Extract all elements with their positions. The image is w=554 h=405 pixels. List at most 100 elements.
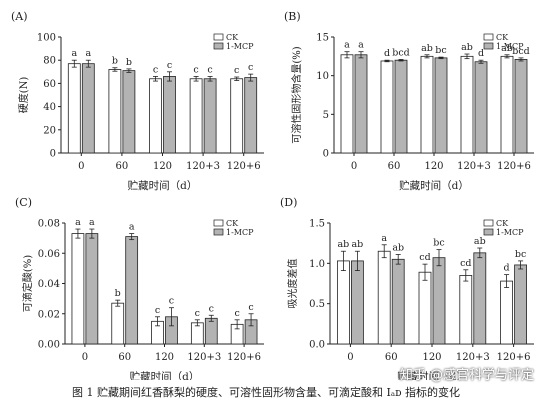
bar-ck (380, 60, 394, 154)
panel-label: (A) (11, 10, 28, 23)
significance-letter: a (344, 40, 350, 51)
bar-1mcp (163, 76, 176, 154)
legend-label: CK (226, 219, 239, 228)
x-tick-label: 0 (78, 161, 84, 172)
bar-ck (460, 55, 474, 154)
significance-letter: bc (515, 249, 526, 260)
y-tick-label: 40 (43, 102, 56, 113)
y-tick-label: 0.08 (38, 219, 60, 230)
bar-ck (108, 69, 122, 154)
panel-label: (C) (15, 196, 32, 209)
significance-letter: a (89, 217, 95, 228)
y-tick-label: 0 (323, 149, 329, 160)
bar-ck (500, 280, 514, 345)
legend-swatch (213, 219, 224, 227)
legend-label: CK (496, 33, 509, 42)
x-axis-title: 贮藏时间（d） (128, 179, 198, 192)
legend-swatch (213, 228, 224, 236)
significance-letter: c (193, 64, 198, 75)
significance-letter: c (169, 296, 174, 307)
significance-letter: a (381, 233, 387, 244)
y-tick-label: 15 (316, 33, 329, 44)
significance-letter: c (195, 308, 200, 319)
legend-swatch (213, 33, 224, 41)
significance-letter: c (234, 65, 239, 76)
y-tick-label: 1.5 (309, 219, 325, 230)
bar-1mcp (394, 59, 408, 154)
y-axis-title: 吸光度差值 (286, 259, 299, 309)
legend-swatch (483, 228, 494, 236)
legend-swatch (483, 42, 494, 50)
significance-letter: bc (435, 45, 446, 56)
legend-label: 1-MCP (226, 42, 254, 51)
y-tick-label: 0.00 (38, 340, 60, 351)
significance-letter: c (153, 64, 158, 75)
significance-letter: b (115, 288, 121, 299)
significance-letter: c (167, 60, 172, 71)
bar-1mcp (125, 236, 139, 345)
bar-ck (377, 250, 391, 345)
bar-ck (340, 54, 354, 154)
significance-letter: d (384, 48, 390, 59)
x-tick-label: 120+3 (186, 161, 220, 172)
y-tick-label: 0.0 (309, 340, 325, 351)
significance-letter: a (358, 40, 364, 51)
significance-letter: c (209, 303, 214, 314)
y-axis-title: 硬度(N) (17, 77, 30, 114)
x-axis-title: 贮藏时间（d） (130, 370, 200, 380)
x-tick-label: 120 (153, 161, 172, 172)
y-tick-label: 0.5 (309, 299, 325, 310)
watermark: 知乎 @感官科学与评定 (399, 368, 534, 383)
y-tick-label: 0.02 (38, 309, 60, 320)
significance-letter: cd (419, 252, 430, 263)
x-tick-label: 120 (155, 352, 174, 363)
y-tick-label: 80 (43, 56, 56, 67)
significance-letter: cd (460, 258, 471, 269)
significance-letter: bc (433, 238, 444, 249)
legend-label: CK (496, 219, 509, 228)
x-tick-label: 60 (118, 352, 131, 363)
y-tick-label: 20 (43, 125, 56, 136)
significance-letter: a (71, 48, 77, 59)
legend-swatch (483, 33, 494, 41)
bar-ck (230, 78, 244, 154)
significance-letter: c (248, 62, 253, 73)
bar-1mcp (434, 57, 448, 154)
significance-letter: c (155, 305, 160, 316)
x-tick-label: 0 (347, 352, 353, 363)
bar-1mcp (122, 70, 136, 154)
significance-letter: a (75, 217, 81, 228)
bar-1mcp (514, 264, 527, 345)
significance-letter: ab (461, 42, 473, 53)
significance-letter: a (85, 48, 91, 59)
significance-letter: d (504, 263, 510, 274)
y-tick-label: 100 (37, 33, 56, 44)
bar-ck (111, 302, 125, 345)
panel-label: (D) (280, 196, 297, 209)
y-tick-label: 0.06 (38, 249, 60, 260)
bar-1mcp (81, 63, 95, 154)
x-tick-label: 60 (385, 352, 398, 363)
x-tick-label: 120 (424, 161, 443, 172)
significance-letter: ab (392, 242, 404, 253)
y-axis-title: 可滴定酸(%) (21, 255, 34, 312)
bar-1mcp (350, 260, 364, 345)
significance-letter: ab (352, 239, 364, 250)
bar-1mcp (391, 258, 405, 345)
y-axis-title: 可溶性固形物含量(%) (290, 46, 303, 143)
significance-letter: b (112, 56, 118, 67)
significance-letter: a (129, 222, 135, 233)
significance-letter: ab (338, 239, 350, 250)
x-tick-label: 120+3 (456, 352, 490, 363)
bar-ck (336, 260, 350, 345)
significance-letter: c (234, 308, 239, 319)
bar-1mcp (514, 59, 528, 154)
x-tick-label: 120+3 (187, 352, 221, 363)
y-tick-label: 5 (323, 110, 329, 121)
significance-letter: b (126, 57, 132, 68)
bar-ck (459, 275, 473, 345)
